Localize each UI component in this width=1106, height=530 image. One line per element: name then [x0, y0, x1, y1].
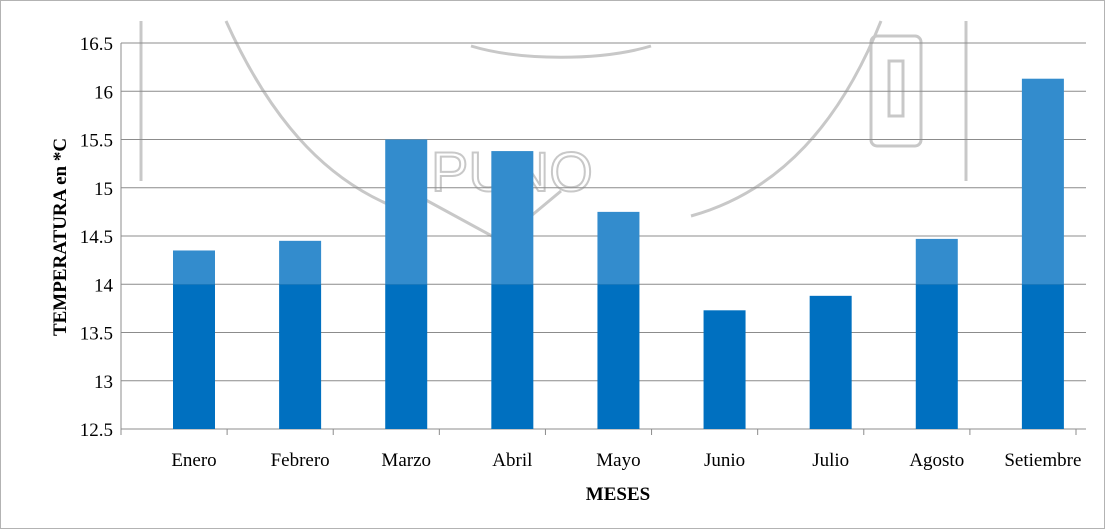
bar-febrero: [279, 240, 322, 429]
y-axis-title: TEMPERATURA en *C: [50, 138, 71, 336]
y-tick-label: 12.5: [80, 420, 113, 441]
y-tick-label: 13.5: [80, 324, 113, 345]
bar-lower-segment: [279, 284, 322, 429]
x-tick-label: Mayo: [596, 450, 640, 471]
bar-segment: [703, 310, 746, 429]
bar-junio: [703, 310, 746, 429]
x-tick-label: Abril: [492, 450, 532, 471]
bar-enero: [173, 250, 215, 429]
bar-agosto: [915, 238, 958, 429]
x-tick-label: Marzo: [381, 450, 431, 471]
bar-abril: [491, 151, 534, 429]
bar-upper-segment: [385, 139, 428, 285]
x-tick-label: Agosto: [909, 450, 964, 471]
bar-lower-segment: [1021, 284, 1064, 429]
x-tick-label: Junio: [704, 450, 745, 471]
y-tick-label: 14.5: [80, 227, 113, 248]
bar-lower-segment: [173, 284, 215, 429]
bar-upper-segment: [597, 211, 640, 285]
x-tick-label: Febrero: [271, 450, 330, 471]
bar-julio: [809, 295, 852, 429]
watermark-seal: PUNO: [139, 20, 968, 243]
y-tick-label: 16.5: [80, 34, 113, 55]
bar-upper-segment: [491, 151, 534, 285]
y-tick-label: 15: [94, 179, 113, 200]
bar-upper-segment: [173, 250, 215, 285]
x-tick-label: Setiembre: [1004, 450, 1081, 471]
bar-setiembre: [1021, 78, 1064, 429]
y-tick-label: 16: [94, 82, 113, 103]
y-tick-label: 15.5: [80, 131, 113, 152]
bar-mayo: [597, 211, 640, 429]
bar-lower-segment: [491, 284, 534, 429]
x-tick-label: Enero: [171, 450, 216, 471]
bar-upper-segment: [279, 240, 322, 285]
bar-marzo: [385, 139, 428, 429]
x-axis-title: MESES: [586, 484, 650, 505]
bar-segment: [809, 295, 852, 429]
y-tick-label: 13: [94, 372, 113, 393]
bar-lower-segment: [915, 284, 958, 429]
bar-upper-segment: [1021, 78, 1064, 285]
y-tick-label: 14: [94, 275, 114, 296]
x-tick-label: Julio: [812, 450, 849, 471]
bar-lower-segment: [597, 284, 640, 429]
bar-upper-segment: [915, 238, 958, 285]
bar-lower-segment: [385, 284, 428, 429]
